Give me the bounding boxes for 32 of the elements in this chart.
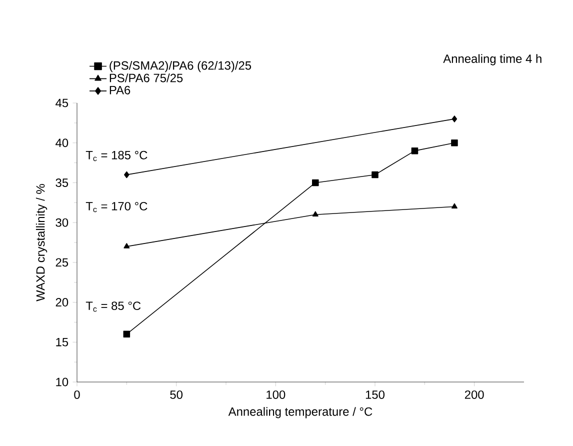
x-tick-label: 50: [170, 390, 183, 399]
point: [312, 179, 319, 186]
x-tick-label: 200: [464, 390, 484, 399]
y-tick-label: 35: [56, 178, 68, 187]
point: [411, 147, 418, 154]
y-tick-label: 30: [56, 218, 68, 227]
y-axis-title: WAXD crystallinity / %: [36, 184, 48, 302]
y-tick-label: 20: [56, 298, 68, 307]
y-tick-label: 25: [56, 258, 68, 267]
point: [451, 139, 458, 146]
point: [123, 330, 130, 338]
y-tick-label: 10: [56, 378, 68, 386]
legend-label: PA6: [110, 86, 130, 94]
legend-label: PS/PA6 75/25: [110, 73, 183, 82]
point: [452, 116, 458, 122]
x-tick-label: 0: [74, 390, 80, 399]
x-axis-title: Annealing temperature / °C: [228, 407, 372, 418]
legend-label: (PS/SMA2)/PA6 (62/13)/25: [110, 60, 252, 72]
point: [372, 171, 378, 178]
point: [451, 203, 458, 209]
point: [124, 171, 130, 178]
y-tick-label: 15: [56, 338, 68, 346]
y-tick-label: 40: [56, 138, 68, 148]
text: Annealing time 4 h: [443, 54, 542, 66]
annotation: T$_{c}$ = 170 °C: [86, 202, 148, 212]
point: [124, 243, 130, 248]
y-tick-label: 45: [56, 98, 68, 108]
annotation: T$_{c}$ = 85 °C: [86, 302, 141, 312]
x-tick-label: 150: [366, 390, 385, 399]
point: [312, 211, 318, 216]
annotation: T$_{c}$ = 185 °C: [86, 150, 148, 162]
x-tick-label: 100: [266, 390, 286, 399]
